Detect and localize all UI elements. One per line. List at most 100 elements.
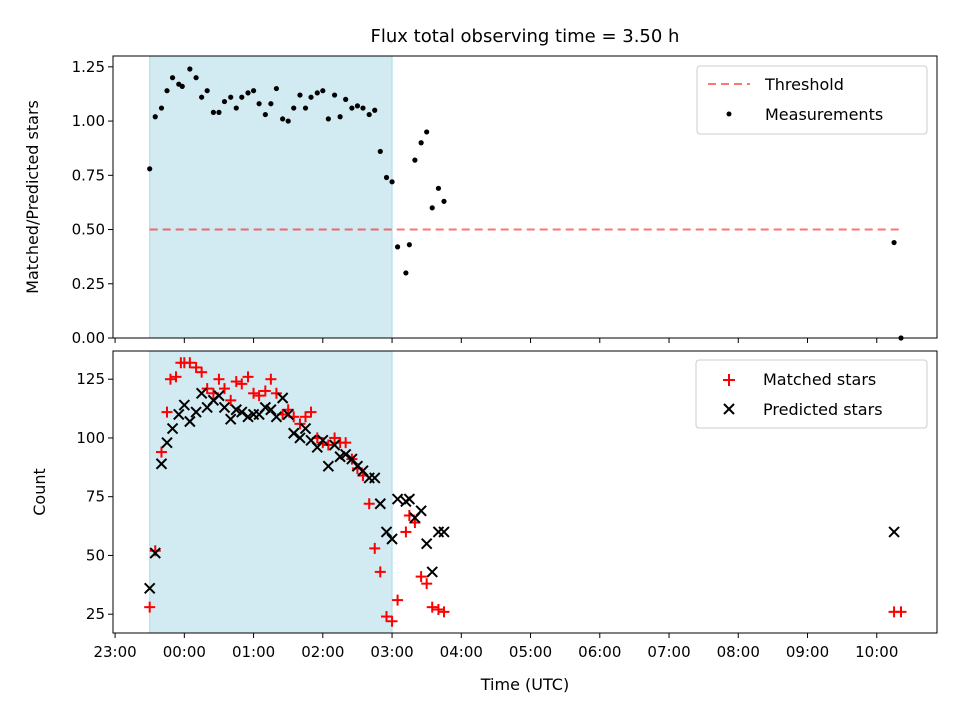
measurements-point	[169, 75, 176, 81]
counts-y-axis-label: Count	[30, 468, 49, 516]
measurements-point	[262, 111, 268, 118]
measurements-point	[349, 105, 355, 111]
predicted-stars-point	[218, 401, 231, 414]
matched-stars-point	[305, 406, 317, 418]
measurements-point	[216, 109, 222, 115]
matched-stars-point	[155, 446, 167, 458]
measurements-point	[441, 198, 447, 204]
measurements-point	[152, 114, 158, 120]
predicted-stars-point	[403, 493, 416, 505]
measurements-point	[325, 116, 331, 122]
predicted-stars-point	[143, 582, 156, 595]
measurements-point	[320, 88, 326, 94]
predicted-stars-point	[346, 453, 358, 465]
legend-measurements-label: Measurements	[765, 105, 883, 124]
measurements-point	[297, 92, 303, 98]
measurements-point	[147, 166, 153, 172]
ratio-axes-frame	[112, 55, 938, 339]
measurements-point	[383, 174, 390, 181]
measurements-point	[377, 148, 383, 155]
predicted-stars-point	[339, 448, 352, 461]
matched-stars-point	[374, 566, 386, 578]
predicted-stars-point	[288, 427, 300, 439]
predicted-stars-point	[225, 413, 237, 425]
matched-stars-point	[259, 385, 271, 397]
predicted-stars-point	[265, 404, 277, 416]
measurements-point	[199, 94, 205, 100]
measurements-point	[337, 114, 343, 120]
predicted-stars-point	[438, 526, 450, 538]
measurements-point	[366, 111, 372, 118]
xtick-label: 04:00	[440, 643, 483, 661]
predicted-stars-point	[155, 458, 168, 470]
legend-threshold-label: Threshold	[764, 75, 844, 94]
matched-stars-point	[144, 601, 156, 613]
predicted-stars-point	[173, 408, 185, 421]
measurements-point	[372, 107, 378, 113]
predicted-stars-point	[276, 392, 289, 404]
measurements-point	[204, 88, 210, 94]
xtick-label: 09:00	[786, 643, 829, 661]
xtick-label: 23:00	[93, 643, 136, 661]
ratio-legend-box	[696, 65, 928, 135]
xtick-label: 03:00	[370, 643, 413, 661]
ratio-y-axis-label: Matched/Predicted stars	[23, 100, 42, 294]
predicted-stars-point	[888, 526, 900, 538]
predicted-stars-point	[317, 434, 329, 447]
legend-predicted-swatch	[723, 403, 735, 415]
ratio-ytick-label: 1.25	[72, 58, 105, 76]
predicted-stars-point	[149, 547, 161, 559]
predicted-stars-point	[184, 415, 196, 428]
counts-series-matched-stars	[144, 357, 907, 627]
measurements-point	[406, 242, 412, 248]
xtick-label: 00:00	[163, 643, 206, 661]
predicted-stars-point	[386, 533, 398, 545]
matched-stars-point	[895, 606, 907, 618]
predicted-stars-point	[322, 460, 335, 472]
predicted-stars-point	[380, 526, 393, 538]
matched-stars-point	[363, 498, 375, 510]
measurements-point	[256, 101, 262, 107]
matched-stars-point	[421, 578, 433, 590]
predicted-stars-point	[178, 399, 191, 411]
ratio-legend: Threshold Measurements	[696, 65, 928, 135]
predicted-stars-point	[213, 389, 225, 402]
ratio-ytick-label: 0.25	[72, 275, 105, 293]
predicted-stars-point	[190, 406, 202, 418]
ratio-ytick-label: 0.00	[72, 329, 105, 347]
x-axis-label: Time (UTC)	[480, 675, 569, 694]
measurements-point	[302, 105, 309, 111]
ratio-ytick-label: 0.50	[72, 221, 105, 239]
predicted-stars-point	[391, 493, 404, 505]
matched-stars-point	[369, 542, 381, 554]
measurements-point	[273, 85, 280, 92]
measurements-point	[403, 270, 409, 276]
ratio-ytick-label: 1.00	[72, 112, 105, 130]
matched-stars-point	[400, 526, 412, 538]
measurements-point	[429, 205, 435, 211]
matched-stars-point	[265, 373, 277, 385]
measurements-point	[221, 98, 228, 105]
measurements-point	[394, 244, 401, 250]
matched-stars-point	[242, 371, 254, 383]
matched-stars-point	[236, 378, 248, 390]
measurements-point	[210, 109, 217, 115]
matched-stars-point	[426, 601, 438, 613]
predicted-stars-point	[195, 387, 208, 400]
ratio-panel: 0.00 0.25 0.50 0.75 1.00 1.25 Matched/Predict…	[23, 55, 938, 347]
measurements-point	[187, 66, 193, 72]
predicted-stars-point	[374, 498, 386, 510]
matched-stars-point	[294, 418, 306, 430]
matched-stars-point	[432, 604, 444, 615]
measurements-point	[389, 179, 395, 185]
ratio-series-measurements	[147, 66, 904, 341]
predicted-stars-point	[420, 537, 433, 550]
matched-stars-point	[218, 383, 230, 395]
measurements-point	[228, 94, 234, 100]
figure-title: Flux total observing time = 3.50 h	[371, 26, 680, 47]
measurements-point	[158, 105, 165, 111]
measurements-point	[308, 94, 314, 100]
predicted-stars-point	[282, 408, 294, 421]
measurements-point	[164, 88, 170, 94]
predicted-stars-point	[328, 439, 341, 451]
